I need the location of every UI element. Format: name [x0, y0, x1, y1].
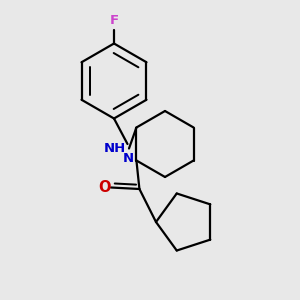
Text: F: F — [110, 14, 118, 27]
Text: O: O — [98, 180, 111, 195]
Text: N: N — [123, 152, 134, 166]
Text: NH: NH — [104, 142, 126, 155]
